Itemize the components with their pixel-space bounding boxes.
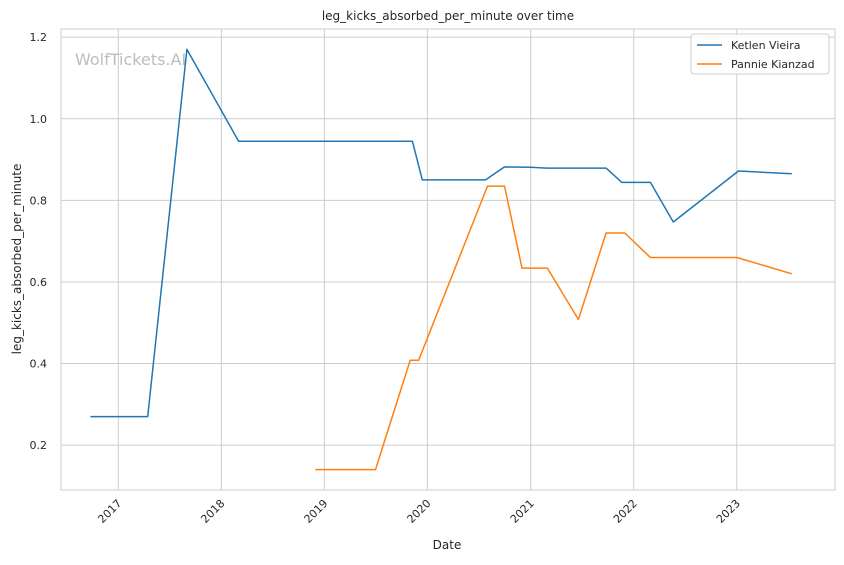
- plot-border: [60, 28, 836, 491]
- y-tick-label: 0.8: [30, 194, 48, 207]
- watermark: WolfTickets.AI: [75, 50, 186, 69]
- legend-box: [690, 33, 830, 75]
- x-axis-label: Date: [433, 538, 462, 552]
- y-tick-label: 0.4: [30, 358, 48, 371]
- series-line-pannie-kianzad: [315, 185, 793, 471]
- y-tick-label: 0.6: [30, 276, 48, 289]
- legend-label-pannie-kianzad: Pannie Kianzad: [731, 58, 815, 71]
- y-tick-label: 0.2: [30, 439, 48, 452]
- y-tick-label: 1.2: [30, 31, 48, 44]
- series-line-ketlen-vieira: [90, 48, 792, 418]
- legend: Ketlen Vieira Pannie Kianzad: [690, 33, 830, 75]
- plot-area: [61, 29, 835, 490]
- grid: [61, 29, 835, 490]
- series-layer: [90, 48, 793, 471]
- y-tick-label: 1.0: [30, 113, 48, 126]
- y-axis-label: leg_kicks_absorbed_per_minute: [10, 164, 24, 355]
- chart-title: leg_kicks_absorbed_per_minute over time: [322, 9, 574, 23]
- legend-label-ketlen-vieira: Ketlen Vieira: [731, 39, 800, 52]
